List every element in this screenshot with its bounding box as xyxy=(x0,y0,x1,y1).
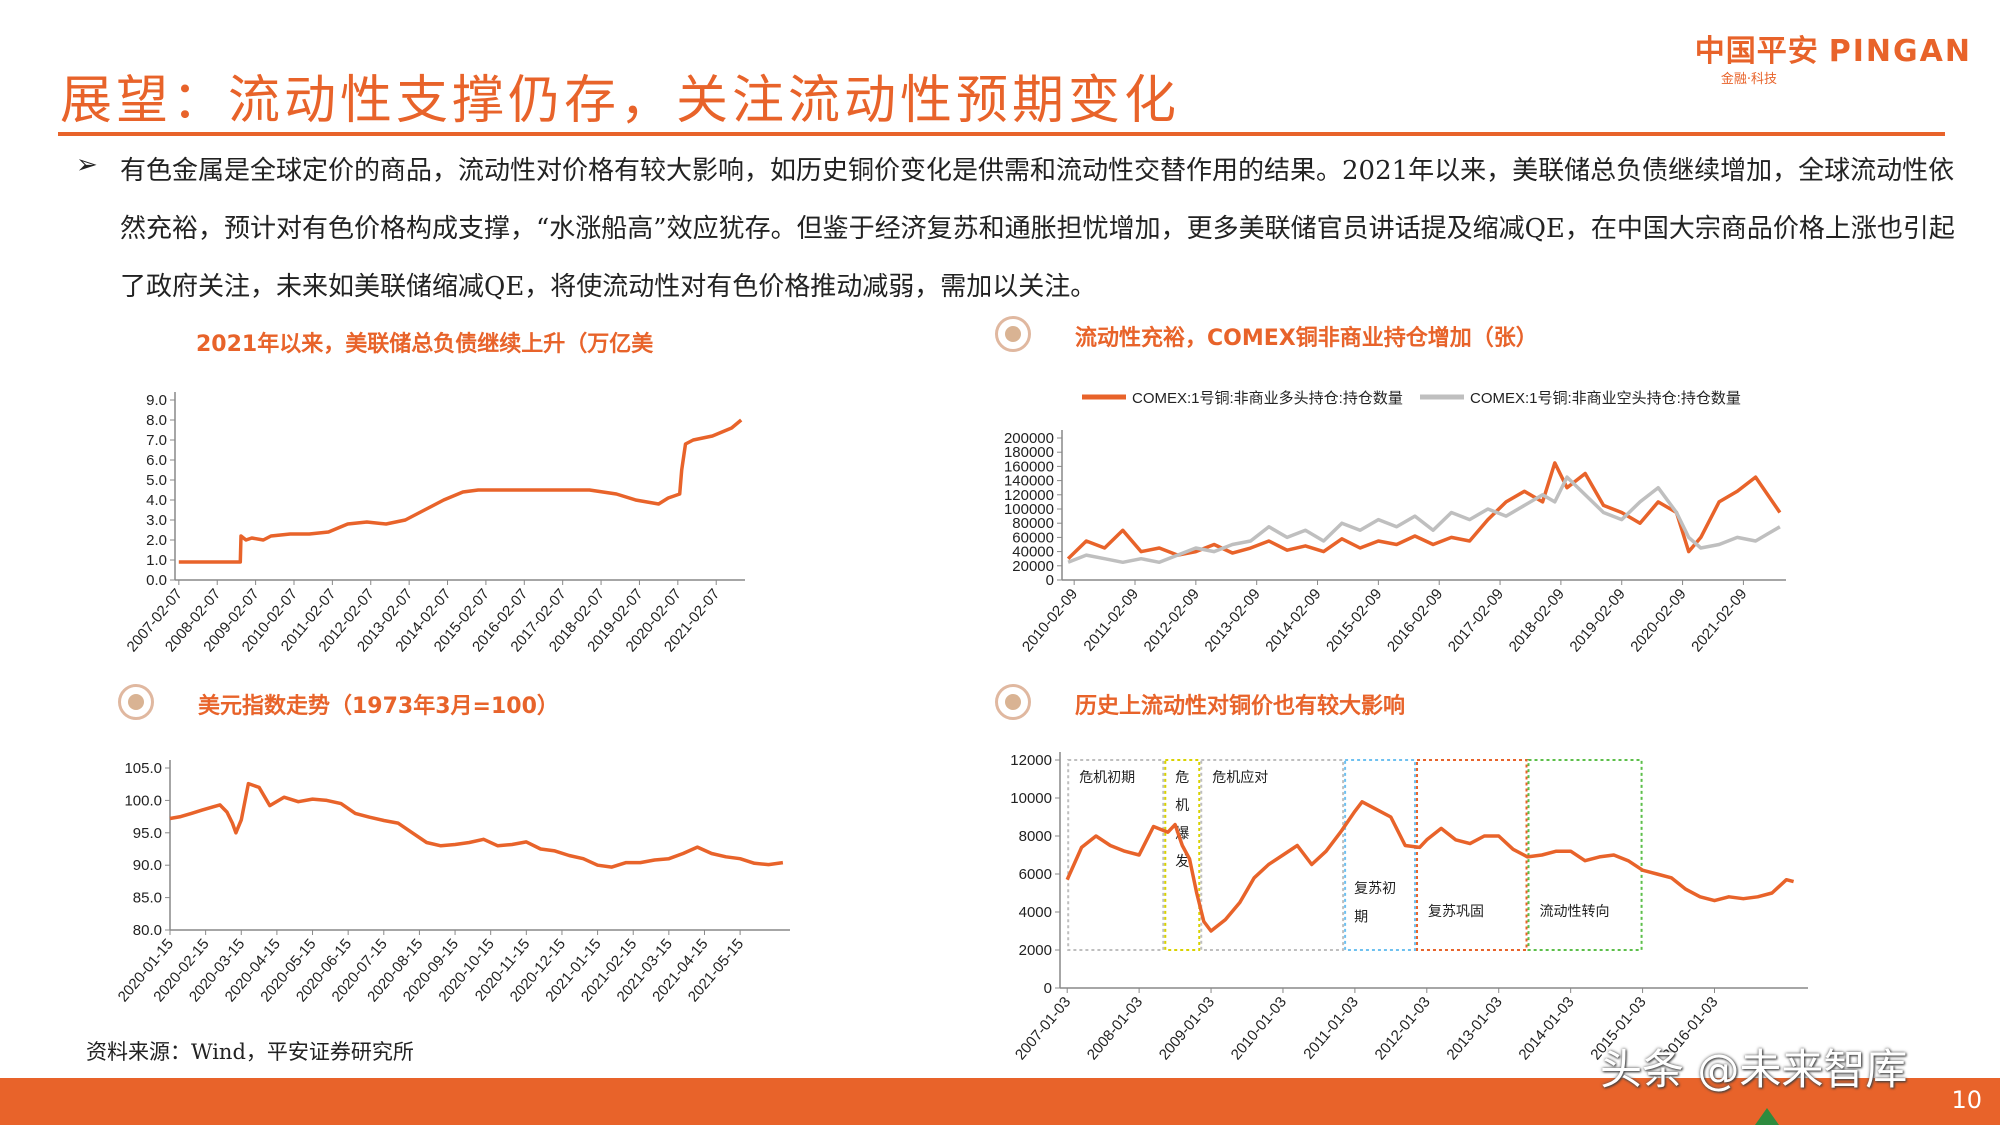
pingan-logo: 中国平安 PINGAN 金融·科技 xyxy=(1694,26,1972,87)
copper-phase-box xyxy=(1067,759,1165,951)
title-divider xyxy=(58,132,1945,136)
comex-y-tick-label: 60000 xyxy=(1012,529,1054,546)
copper-y-tick-label: 10000 xyxy=(1010,790,1052,807)
copper-x-tick-label: 2014-01-03 xyxy=(1515,994,1577,1064)
copper-x-tick-label: 2010-01-03 xyxy=(1228,994,1290,1064)
panel-title-fed: 2021年以来，美联储总负债继续上升（万亿美 xyxy=(196,332,654,357)
copper-phase-label: 复苏巩固 xyxy=(1428,903,1484,919)
comex-x-tick-label: 2012-02-09 xyxy=(1141,586,1203,656)
comex-x-tick-label: 2020-02-09 xyxy=(1627,586,1689,656)
copper-phase-label: 流动性转向 xyxy=(1540,903,1610,919)
copper-x-tick-label: 2012-01-03 xyxy=(1372,994,1434,1064)
fed-y-tick-label: 1.0 xyxy=(146,552,167,569)
dxy-y-tick-label: 95.0 xyxy=(133,825,162,842)
bullet-paragraph: 有色金属是全球定价的商品，流动性对价格有较大影响，如历史铜价变化是供需和流动性交… xyxy=(120,156,1955,302)
fed-y-tick-label: 0.0 xyxy=(146,572,167,589)
copper-phase-box xyxy=(1164,759,1201,951)
logo-subtitle: 金融·科技 xyxy=(1720,72,1777,87)
fed-y-tick-label: 5.0 xyxy=(146,472,167,489)
dxy-series-line-0 xyxy=(169,781,784,869)
comex-y-tick-label: 120000 xyxy=(1004,487,1054,504)
comex-legend-label: COMEX:1号铜:非商业多头持仓:持仓数量 xyxy=(1132,390,1403,407)
copper-phase-label: 机 xyxy=(1175,797,1189,813)
panel-title-comex: 流动性充裕，COMEX铜非商业持仓增加（张） xyxy=(1075,326,1538,351)
copper-phase-label: 危 xyxy=(1175,769,1189,785)
copper-phase-box xyxy=(1344,759,1417,951)
comex-x-tick-label: 2019-02-09 xyxy=(1566,586,1628,656)
logo-english: PINGAN xyxy=(1828,34,1972,69)
comex-y-tick-label: 200000 xyxy=(1004,430,1054,447)
comex-x-tick-label: 2013-02-09 xyxy=(1201,586,1263,656)
copper-y-tick-label: 12000 xyxy=(1010,752,1052,769)
comex-y-tick-label: 20000 xyxy=(1012,558,1054,575)
panel-title-dxy: 美元指数走势（1973年3月=100） xyxy=(198,694,559,719)
comex-y-tick-label: 40000 xyxy=(1012,544,1054,561)
comex-x-tick-label: 2016-02-09 xyxy=(1384,586,1446,656)
copper-phase-label: 危机应对 xyxy=(1212,769,1268,785)
copper-x-tick-label: 2011-01-03 xyxy=(1300,994,1362,1063)
comex-x-tick-label: 2017-02-09 xyxy=(1445,586,1507,656)
comex-y-tick-label: 180000 xyxy=(1004,444,1054,461)
fed-y-tick-label: 9.0 xyxy=(146,392,167,409)
dxy-y-tick-label: 90.0 xyxy=(133,857,162,874)
copper-x-tick-label: 2013-01-03 xyxy=(1443,994,1505,1064)
source-note: 资料来源：Wind，平安证券研究所 xyxy=(86,1040,414,1064)
copper-x-tick-label: 2009-01-03 xyxy=(1156,994,1218,1064)
comex-x-tick-label: 2015-02-09 xyxy=(1323,586,1385,656)
watermark: 头条 @未来智库 xyxy=(1600,1045,1908,1094)
copper-phase-label: 期 xyxy=(1354,909,1368,925)
slide-title: 展望：流动性支撑仍存，关注流动性预期变化 xyxy=(60,71,1181,131)
comex-y-tick-label: 80000 xyxy=(1012,515,1054,532)
copper-phase-box xyxy=(1416,759,1528,951)
comex-y-tick-label: 100000 xyxy=(1004,501,1054,518)
fed-y-tick-label: 2.0 xyxy=(146,532,167,549)
copper-series-line-0 xyxy=(1065,800,1795,933)
copper-phase-label: 复苏初 xyxy=(1354,880,1396,896)
panel-title-copper: 历史上流动性对铜价也有较大影响 xyxy=(1075,694,1406,719)
copper-y-tick-label: 6000 xyxy=(1019,866,1052,883)
comex-x-tick-label: 2014-02-09 xyxy=(1262,586,1324,656)
fed-y-tick-label: 8.0 xyxy=(146,412,167,429)
circle-bullet-icon xyxy=(118,684,154,720)
dxy-y-tick-label: 105.0 xyxy=(124,760,162,777)
copper-y-tick-label: 2000 xyxy=(1019,942,1052,959)
copper-phase-box xyxy=(1200,759,1345,951)
dxy-y-tick-label: 80.0 xyxy=(133,922,162,939)
comex-x-tick-label: 2011-02-09 xyxy=(1080,586,1142,655)
arrow-bullet-icon: ➢ xyxy=(76,150,98,180)
dxy-y-tick-label: 100.0 xyxy=(124,792,162,809)
fed-series-line-0 xyxy=(178,418,743,564)
comex-y-tick-label: 160000 xyxy=(1004,458,1054,475)
dxy-y-tick-label: 85.0 xyxy=(133,890,162,907)
logo-chinese: 中国平安 xyxy=(1694,34,1819,69)
copper-y-tick-label: 0 xyxy=(1044,980,1052,997)
copper-phase-box xyxy=(1527,759,1643,951)
footer-bar xyxy=(0,1078,2000,1125)
fed-y-tick-label: 6.0 xyxy=(146,452,167,469)
comex-legend-label: COMEX:1号铜:非商业空头持仓:持仓数量 xyxy=(1470,390,1741,407)
comex-y-tick-label: 140000 xyxy=(1004,473,1054,490)
copper-y-tick-label: 8000 xyxy=(1019,828,1052,845)
comex-x-tick-label: 2010-02-09 xyxy=(1019,586,1081,656)
comex-series-line-1 xyxy=(1067,475,1781,565)
copper-x-tick-label: 2007-01-03 xyxy=(1012,994,1074,1064)
page-number: 10 xyxy=(1951,1086,1982,1114)
fed-y-tick-label: 7.0 xyxy=(146,432,167,449)
copper-phase-label: 危机初期 xyxy=(1079,769,1135,785)
copper-phase-label: 发 xyxy=(1175,853,1189,869)
comex-x-tick-label: 2018-02-09 xyxy=(1506,586,1568,656)
circle-bullet-icon xyxy=(995,684,1031,720)
comex-y-tick-label: 0 xyxy=(1046,572,1054,589)
copper-y-tick-label: 4000 xyxy=(1019,904,1052,921)
comex-x-tick-label: 2021-02-09 xyxy=(1688,586,1750,656)
fed-y-tick-label: 3.0 xyxy=(146,512,167,529)
fed-y-tick-label: 4.0 xyxy=(146,492,167,509)
footer-triangle-icon xyxy=(1755,1108,1779,1125)
circle-bullet-icon xyxy=(995,316,1031,352)
copper-x-tick-label: 2008-01-03 xyxy=(1084,994,1146,1064)
